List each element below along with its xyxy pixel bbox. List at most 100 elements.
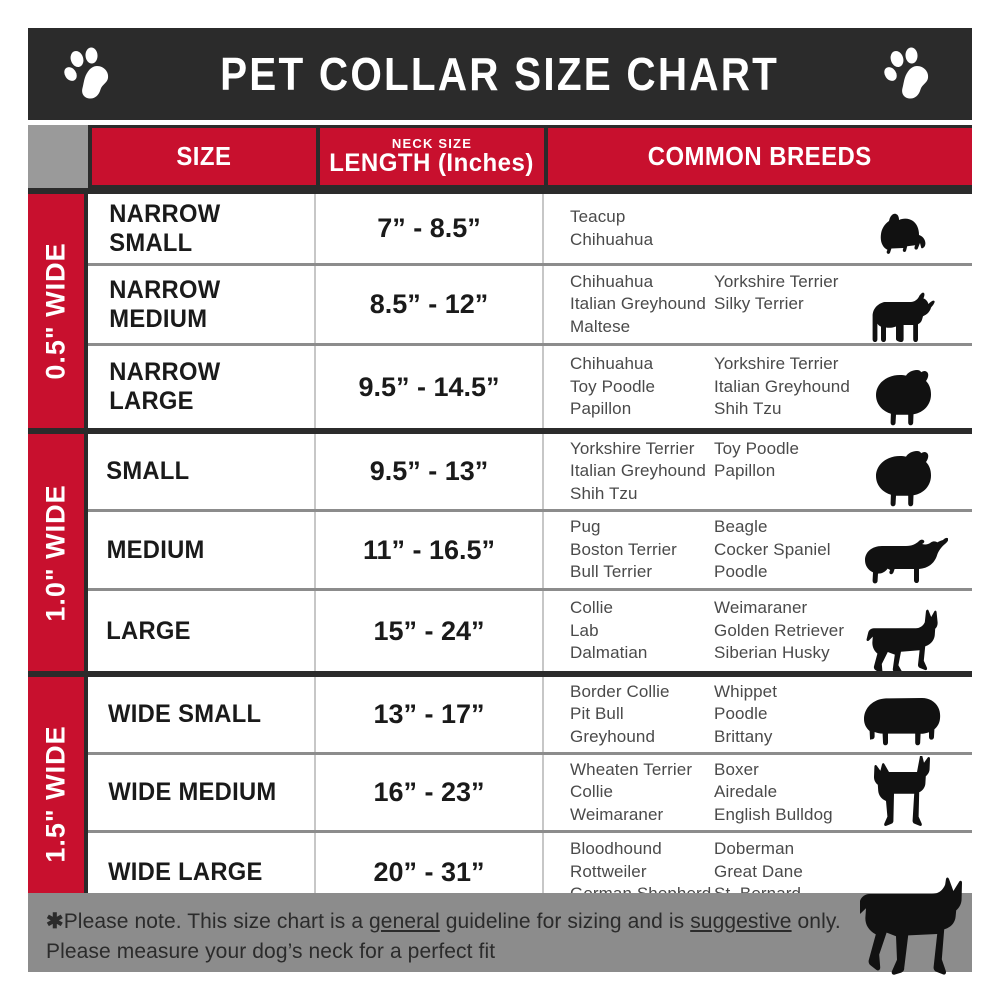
size-label: WIDE LARGE	[108, 857, 263, 886]
cell-size: NARROW SMALL	[88, 194, 316, 263]
breed-column-a: Wheaten Terrier Collie Weimaraner	[570, 759, 714, 826]
spine-label-0-5-wide: 0.5" WIDE	[28, 194, 88, 428]
column-header-neck-size-label: NECK SIZE	[391, 136, 473, 151]
section-rows: SMALL 9.5” - 13” Yorkshire Terrier Itali…	[88, 434, 972, 671]
breed-name: Yorkshire Terrier	[714, 271, 839, 291]
breed-name: Collie	[570, 598, 614, 618]
paw-print-icon	[64, 47, 109, 99]
breed-column-b: Beagle Cocker Spaniel Poodle	[714, 516, 864, 583]
cell-length: 20” - 31”	[316, 833, 544, 911]
breed-column-b	[714, 206, 864, 251]
footer-text-part2: guideline for sizing and is	[439, 910, 691, 933]
cell-length: 16” - 23”	[316, 755, 544, 830]
section-0-5-wide: 0.5" WIDE NARROW SMALL 7” - 8.5” Teacup …	[28, 188, 972, 428]
spine-text: 0.5" WIDE	[40, 242, 71, 380]
cell-length: 15” - 24”	[316, 591, 544, 671]
table-row[interactable]: NARROW MEDIUM 8.5” - 12” Chihuahua Itali…	[88, 266, 972, 346]
spine-text: 1.5" WIDE	[40, 725, 71, 863]
bulldog-silhouette-icon	[846, 677, 966, 752]
breed-column-b: Yorkshire Terrier Silky Terrier	[714, 271, 864, 338]
yorkshire-terrier-silhouette-icon	[846, 194, 966, 263]
section-rows: WIDE SMALL 13” - 17” Border Collie Pit B…	[88, 677, 972, 911]
breed-name: Toy Poodle	[570, 376, 656, 396]
beagle-silhouette-icon	[846, 512, 966, 588]
footer-text-part1: Please note. This size chart is a	[63, 910, 370, 933]
cell-size: LARGE	[88, 591, 316, 671]
cell-size: NARROW MEDIUM	[88, 266, 316, 343]
section-1-5-wide: 1.5" WIDE WIDE SMALL 13” - 17” Border Co…	[28, 671, 972, 911]
breed-name: Brittany	[714, 726, 773, 746]
chihuahua-silhouette-icon	[846, 266, 966, 343]
size-label: WIDE SMALL	[108, 700, 262, 728]
breed-name: Collie	[570, 782, 614, 802]
column-header-breeds-label: COMMON BREEDS	[648, 141, 872, 171]
breed-name: Papillon	[570, 399, 632, 419]
breed-name: Chihuahua	[570, 354, 654, 374]
shepherd-silhouette-icon	[846, 591, 966, 671]
breed-name: Italian Greyhound	[714, 376, 850, 396]
size-label: NARROW SMALL	[109, 199, 221, 257]
column-header-size-label: SIZE	[176, 141, 232, 171]
footer-note: ✱Please note. This size chart is a gener…	[28, 893, 972, 972]
size-label: MEDIUM	[106, 535, 205, 564]
table-row[interactable]: WIDE SMALL 13” - 17” Border Collie Pit B…	[88, 677, 972, 755]
table-corner-cell	[28, 125, 92, 188]
breed-name: Dalmatian	[570, 643, 648, 663]
breed-name: Great Dane	[714, 861, 803, 881]
page-title: PET COLLAR SIZE CHART	[220, 48, 780, 100]
breed-name: Yorkshire Terrier	[714, 354, 839, 374]
pomeranian-silhouette-icon	[846, 434, 966, 509]
breed-name: Pit Bull	[570, 704, 624, 724]
cell-size: WIDE MEDIUM	[88, 755, 316, 830]
footer-line-1: ✱Please note. This size chart is a gener…	[46, 907, 954, 937]
footer-underline-general: general	[369, 910, 440, 933]
breed-name: Bull Terrier	[570, 562, 653, 582]
breed-name: Poodle	[714, 562, 768, 582]
spine-label-1-5-wide: 1.5" WIDE	[28, 677, 88, 911]
size-label: SMALL	[106, 457, 190, 485]
breed-name: Boxer	[714, 759, 759, 779]
cell-breeds: Yorkshire Terrier Italian Greyhound Shih…	[544, 434, 972, 509]
table-row[interactable]: WIDE MEDIUM 16” - 23” Wheaten Terrier Co…	[88, 755, 972, 833]
column-header-length: NECK SIZE LENGTH (Inches)	[320, 128, 548, 185]
column-header-size: SIZE	[92, 128, 320, 185]
breed-column-b: Weimaraner Golden Retriever Siberian Hus…	[714, 597, 864, 664]
breed-name: Shih Tzu	[570, 483, 638, 503]
section-rows: NARROW SMALL 7” - 8.5” Teacup Chihuahua	[88, 194, 972, 428]
breed-name: Italian Greyhound	[570, 461, 706, 481]
cell-length: 13” - 17”	[316, 677, 544, 752]
table-row[interactable]: SMALL 9.5” - 13” Yorkshire Terrier Itali…	[88, 434, 972, 512]
breed-name: Doberman	[714, 839, 795, 859]
breed-name: Yorkshire Terrier	[570, 438, 695, 458]
breed-name: Golden Retriever	[714, 620, 845, 640]
table-row[interactable]: NARROW LARGE 9.5” - 14.5” Chihuahua Toy …	[88, 346, 972, 428]
breed-name: Beagle	[714, 517, 768, 537]
cell-breeds: Collie Lab Dalmatian Weimaraner Golden R…	[544, 591, 972, 671]
breed-name: Poodle	[714, 704, 768, 724]
breed-name: Chihuahua	[570, 229, 654, 249]
spine-label-1-0-wide: 1.0" WIDE	[28, 434, 88, 671]
spine-text: 1.0" WIDE	[40, 483, 71, 622]
breed-column-b: Toy Poodle Papillon	[714, 438, 864, 505]
footer-text-part3: only.	[791, 910, 841, 933]
section-1-0-wide: 1.0" WIDE SMALL 9.5” - 13” Yorkshire Ter…	[28, 428, 972, 671]
breed-name: Pug	[570, 517, 601, 537]
table-row[interactable]: MEDIUM 11” - 16.5” Pug Boston Terrier Bu…	[88, 512, 972, 591]
breed-name: Border Collie	[570, 681, 670, 701]
breed-name: Teacup	[570, 207, 626, 227]
table-row[interactable]: LARGE 15” - 24” Collie Lab Dalmatian Wei…	[88, 591, 972, 671]
breed-column-b: Boxer Airedale English Bulldog	[714, 759, 864, 826]
breed-column-a: Teacup Chihuahua	[570, 206, 714, 251]
breed-name: English Bulldog	[714, 804, 833, 824]
breed-column-a: Chihuahua Italian Greyhound Maltese	[570, 271, 714, 338]
cell-breeds: Pug Boston Terrier Bull Terrier Beagle C…	[544, 512, 972, 588]
breed-column-b: Yorkshire Terrier Italian Greyhound Shih…	[714, 353, 864, 420]
cell-breeds: Wheaten Terrier Collie Weimaraner Boxer …	[544, 755, 972, 830]
size-label: LARGE	[106, 616, 191, 645]
breed-column-a: Yorkshire Terrier Italian Greyhound Shih…	[570, 438, 714, 505]
table-row[interactable]: NARROW SMALL 7” - 8.5” Teacup Chihuahua	[88, 194, 972, 266]
breed-column-a: Collie Lab Dalmatian	[570, 597, 714, 664]
breed-name: Airedale	[714, 782, 778, 802]
breed-name: Siberian Husky	[714, 643, 830, 663]
